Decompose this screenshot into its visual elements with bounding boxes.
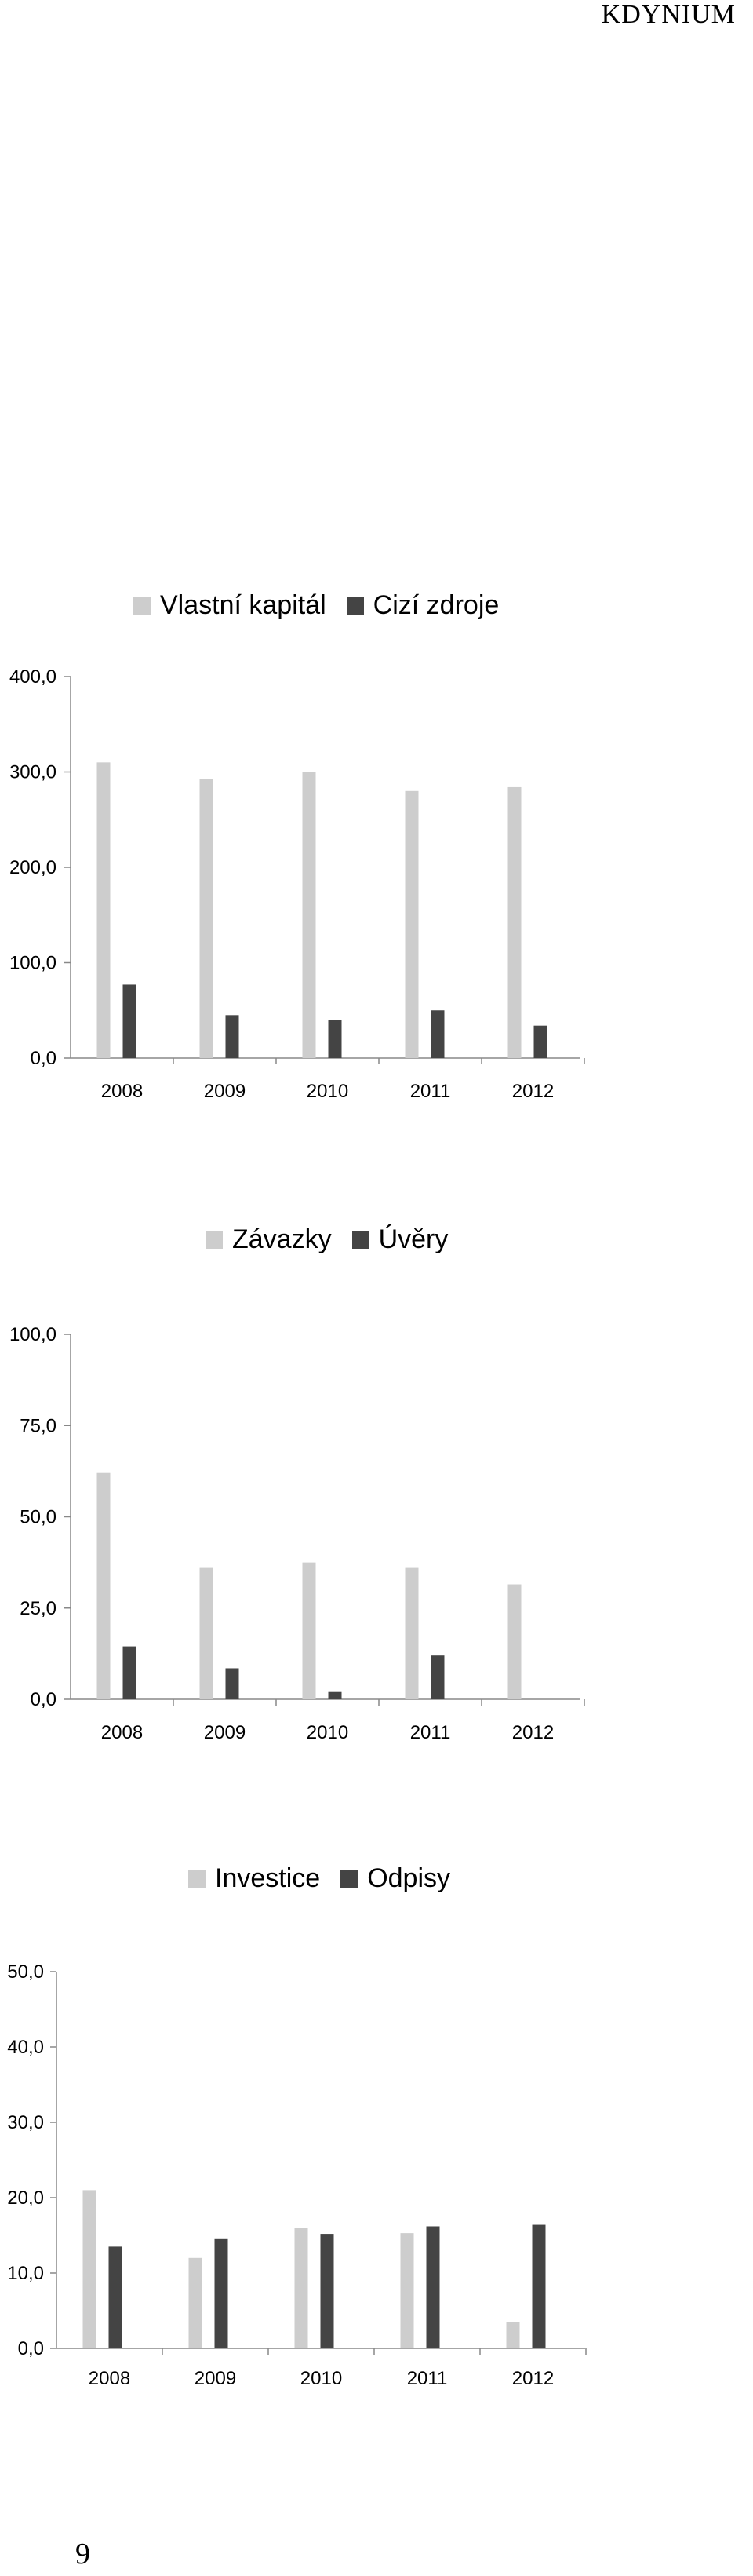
legend-item-cizi-zdroje: Cizí zdroje (346, 590, 500, 621)
chart2-legend: Závazky Úvěry (206, 1224, 448, 1255)
legend-swatch-light (188, 1870, 206, 1888)
y-tick-label: 50,0 (7, 1961, 44, 1983)
y-tick-label: 0,0 (18, 2338, 44, 2359)
bar-1-s0-2011 (405, 1567, 419, 1699)
legend-item-zavazky: Závazky (206, 1224, 332, 1255)
x-tick-label: 2012 (512, 1081, 554, 1102)
legend-swatch-dark (351, 1231, 369, 1249)
bar-2-s0-2010 (294, 2228, 308, 2348)
legend-label: Cizí zdroje (373, 590, 500, 620)
x-tick-label: 2010 (307, 1722, 348, 1743)
legend-swatch-light (206, 1231, 223, 1249)
bar-0-s1-2010 (328, 1020, 342, 1058)
y-tick-label: 30,0 (7, 2112, 44, 2133)
legend-swatch-light (133, 597, 151, 615)
y-tick-label: 100,0 (9, 1324, 56, 1345)
x-tick-label: 2009 (195, 2368, 236, 2389)
chart-3: 0,0 10,0 20,0 30,0 40,0 50,0 2008 2009 2010 2011 2… (7, 1961, 587, 2389)
y-tick-label: 50,0 (20, 1507, 56, 1528)
legend-label: Vlastní kapitál (160, 590, 326, 620)
bar-1-s0-2012 (507, 1584, 522, 1699)
header-brand: KDYNIUM (601, 0, 736, 29)
x-tick-label: 2010 (300, 2368, 342, 2389)
bar-1-s0-2010 (302, 1562, 316, 1699)
y-tick-label: 20,0 (7, 2187, 44, 2209)
legend-label: Investice (215, 1863, 321, 1893)
legend-label: Úvěry (378, 1224, 449, 1254)
bar-1-s1-2008 (122, 1646, 136, 1699)
bar-2-s1-2012 (532, 2224, 546, 2348)
legend-swatch-dark (346, 597, 364, 615)
bar-2-s0-2009 (188, 2257, 202, 2348)
bar-2-s0-2012 (506, 2322, 520, 2348)
y-tick-label: 300,0 (9, 762, 56, 783)
y-tick-label: 75,0 (20, 1415, 56, 1436)
chart3-legend: Investice Odpisy (188, 1863, 450, 1894)
x-tick-label: 2008 (89, 2368, 130, 2389)
y-tick-label: 100,0 (9, 953, 56, 974)
x-tick-label: 2012 (512, 2368, 554, 2389)
bar-2-s1-2008 (108, 2246, 122, 2348)
bar-0-s0-2011 (405, 790, 419, 1058)
bar-0-s0-2010 (302, 772, 316, 1058)
bar-0-s1-2011 (431, 1010, 445, 1058)
legend-item-uvery: Úvěry (351, 1224, 449, 1255)
bar-2-s0-2011 (400, 2233, 414, 2348)
bar-2-s1-2009 (214, 2238, 228, 2348)
x-tick-label: 2012 (512, 1722, 554, 1743)
x-tick-label: 2011 (410, 1722, 451, 1743)
bar-1-s1-2011 (431, 1655, 445, 1699)
x-tick-label: 2011 (407, 2368, 448, 2389)
bar-0-s1-2012 (533, 1025, 547, 1058)
bar-2-s0-2008 (82, 2190, 96, 2348)
x-tick-label: 2009 (204, 1722, 246, 1743)
y-tick-label: 40,0 (7, 2037, 44, 2058)
chart3-svg: 0,0 10,0 20,0 30,0 40,0 50,0 2008 2009 2010 2011 2… (7, 1961, 587, 2389)
legend-label: Odpisy (367, 1863, 451, 1893)
y-tick-label: 10,0 (7, 2263, 44, 2284)
y-tick-label: 200,0 (9, 857, 56, 878)
chart1-legend: Vlastní kapitál Cizí zdroje (133, 590, 499, 621)
chart1-svg: 0,0 100,0 200,0 300,0 400,0 2008 2009 2010 2011 2… (9, 666, 585, 1102)
legend-swatch-dark (340, 1870, 358, 1888)
chart-1: 0,0 100,0 200,0 300,0 400,0 2008 2009 2010 2011 2… (0, 0, 753, 1115)
chart2-svg: 0,0 25,0 50,0 75,0 100,0 2008 2009 2010 2011 2012 (9, 1324, 585, 1743)
x-tick-label: 2011 (410, 1081, 451, 1102)
bar-1-s1-2009 (225, 1668, 239, 1699)
bar-1-s1-2010 (328, 1691, 342, 1699)
legend-item-investice: Investice (188, 1863, 320, 1894)
y-tick-label: 0,0 (31, 1048, 56, 1069)
bar-0-s0-2009 (199, 779, 213, 1058)
legend-item-odpisy: Odpisy (340, 1863, 450, 1894)
bar-0-s1-2008 (122, 984, 136, 1058)
y-tick-label: 0,0 (31, 1689, 56, 1710)
bar-1-s0-2008 (96, 1472, 111, 1699)
x-tick-label: 2008 (101, 1722, 143, 1743)
x-tick-label: 2009 (204, 1081, 246, 1102)
bar-0-s0-2008 (96, 762, 111, 1058)
x-tick-label: 2010 (307, 1081, 348, 1102)
x-tick-label: 2008 (101, 1081, 143, 1102)
legend-label: Závazky (232, 1224, 332, 1254)
chart-2: 0,0 25,0 50,0 75,0 100,0 2008 2009 2010 2011 2012 (9, 1324, 585, 1743)
y-tick-label: 400,0 (9, 666, 56, 688)
bar-1-s0-2009 (199, 1567, 213, 1699)
page-number: 9 (75, 2538, 90, 2571)
legend-item-vlastni-kapital: Vlastní kapitál (133, 590, 326, 621)
y-tick-label: 25,0 (20, 1598, 56, 1619)
bar-0-s1-2009 (225, 1015, 239, 1058)
bar-2-s1-2010 (320, 2234, 334, 2348)
bar-0-s0-2012 (507, 786, 522, 1058)
bar-2-s1-2011 (426, 2226, 440, 2348)
